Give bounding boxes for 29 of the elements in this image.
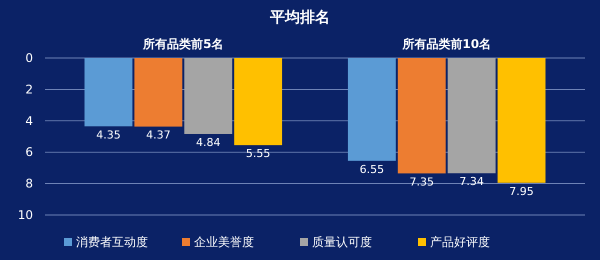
data-label: 4.84 (196, 136, 220, 149)
bar (134, 58, 182, 127)
chart-title: 平均排名 (269, 8, 330, 26)
y-tick-label: 4 (25, 114, 33, 128)
y-tick-label: 6 (25, 145, 33, 160)
x-tick-label: 所有品类前10名 (401, 37, 492, 51)
data-label: 7.34 (459, 175, 484, 188)
y-tick-label: 10 (18, 208, 33, 222)
y-tick-label: 8 (25, 176, 33, 191)
legend-label: 产品好评度 (430, 235, 490, 249)
data-label: 6.55 (360, 162, 384, 176)
data-label: 4.35 (96, 128, 121, 142)
data-label: 4.37 (146, 128, 171, 142)
data-label: 7.95 (509, 184, 534, 198)
y-tick-label: 0 (25, 51, 33, 65)
bar (398, 58, 446, 174)
legend-label: 消费者互动度 (76, 235, 148, 249)
bar (348, 58, 396, 161)
bar (84, 58, 132, 126)
bar (234, 58, 282, 146)
data-label: 5.55 (246, 147, 270, 160)
y-tick-label: 2 (25, 82, 33, 96)
data-label: 7.35 (410, 175, 434, 188)
legend-label: 质量认可度 (312, 235, 372, 249)
legend-label: 企业美誉度 (194, 235, 254, 249)
x-tick-label: 所有品类前5名 (142, 37, 224, 51)
bar (448, 58, 496, 174)
bar (498, 58, 546, 183)
bar (184, 58, 232, 134)
